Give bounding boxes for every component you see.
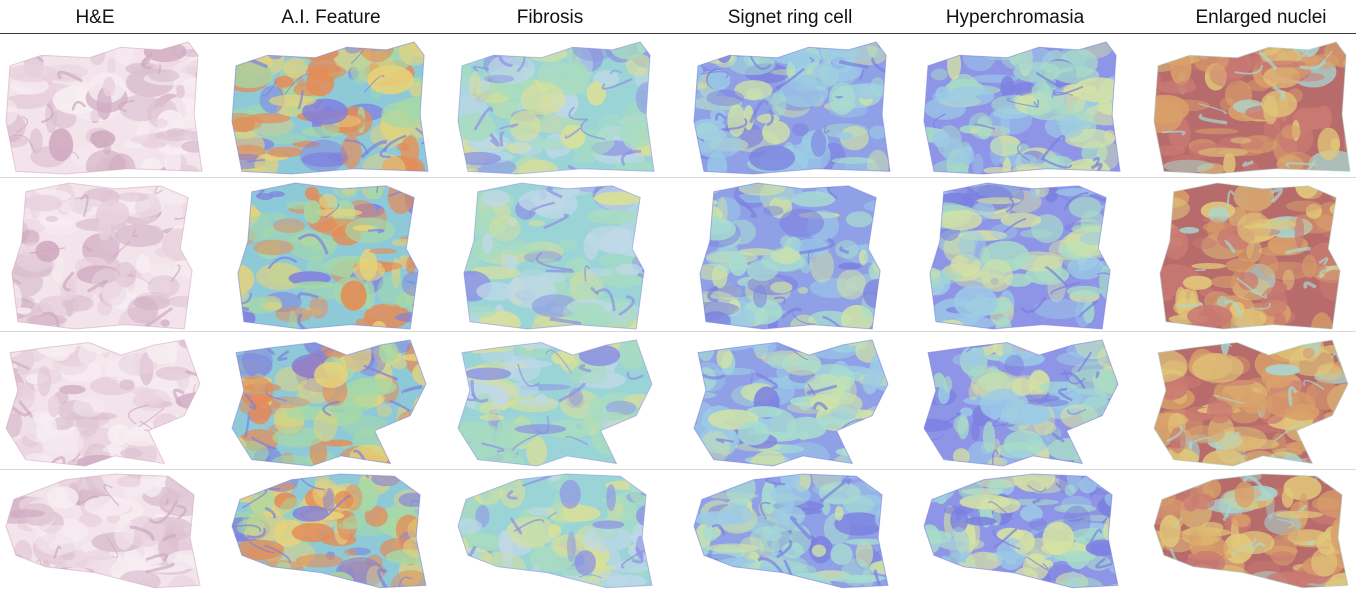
tissue-heatmap-tile — [5, 473, 201, 589]
tissue-outline — [5, 41, 203, 175]
tissue-outline — [1153, 339, 1349, 467]
tissue-silhouette — [463, 183, 645, 329]
tissue-outline — [5, 473, 201, 589]
tissue-silhouette — [237, 183, 419, 329]
tissue-heatmap-tile — [237, 182, 419, 330]
tissue-outline — [923, 41, 1121, 175]
tissue-outline — [1159, 182, 1341, 330]
tissue-heatmap-tile — [923, 473, 1119, 589]
tissue-silhouette — [924, 474, 1118, 588]
tissue-heatmap-tile — [699, 182, 881, 330]
tissue-heatmap-tile — [1153, 473, 1349, 589]
tissue-heatmap-tile — [693, 41, 891, 175]
tissue-heatmap-tile — [457, 339, 653, 467]
tissue-heatmap-tile — [5, 41, 203, 175]
tissue-outline — [5, 339, 201, 467]
tissue-heatmap-tile — [457, 473, 653, 589]
tissue-heatmap-tile — [929, 182, 1111, 330]
tissue-heatmap-tile — [231, 41, 429, 175]
tissue-silhouette — [1154, 340, 1348, 466]
column-header-hyperchromasia: Hyperchromasia — [945, 7, 1085, 28]
tissue-outline — [923, 473, 1119, 589]
tissue-heatmap-tile — [1153, 339, 1349, 467]
tissue-silhouette — [1154, 474, 1348, 588]
column-header-fibrosis: Fibrosis — [516, 7, 584, 28]
tissue-outline — [463, 182, 645, 330]
tissue-outline — [693, 339, 889, 467]
tissue-silhouette — [1154, 42, 1350, 174]
tissue-heatmap-tile — [231, 473, 427, 589]
tissue-heatmap-tile — [923, 339, 1119, 467]
tissue-heatmap-tile — [693, 473, 889, 589]
column-header-he: H&E — [75, 7, 115, 28]
tissue-outline — [457, 339, 653, 467]
tissue-silhouette — [924, 42, 1120, 174]
tissue-outline — [237, 182, 419, 330]
tissue-silhouette — [924, 340, 1118, 466]
tissue-heatmap-tile — [457, 41, 655, 175]
header-rule — [0, 33, 1356, 34]
tissue-silhouette — [929, 183, 1111, 329]
tissue-outline — [699, 182, 881, 330]
tissue-silhouette — [694, 340, 888, 466]
tissue-heatmap-tile — [923, 41, 1121, 175]
tissue-silhouette — [232, 42, 428, 174]
tissue-heatmap-tile — [11, 182, 193, 330]
tissue-heatmap-tile — [5, 339, 201, 467]
tissue-silhouette — [458, 474, 652, 588]
tissue-outline — [1153, 473, 1349, 589]
tissue-outline — [923, 339, 1119, 467]
tissue-heatmap-tile — [1159, 182, 1341, 330]
row-divider — [0, 331, 1356, 332]
tissue-outline — [693, 473, 889, 589]
tissue-heatmap-tile — [693, 339, 889, 467]
column-header-ai-feature: A.I. Feature — [281, 7, 381, 28]
tissue-outline — [929, 182, 1111, 330]
tissue-outline — [231, 473, 427, 589]
tissue-silhouette — [11, 183, 193, 329]
tissue-silhouette — [1159, 183, 1341, 329]
tissue-silhouette — [232, 340, 426, 466]
tissue-heatmap-tile — [231, 339, 427, 467]
tissue-outline — [693, 41, 891, 175]
column-header-enlarged-nuclei: Enlarged nuclei — [1195, 7, 1327, 28]
tissue-outline — [1153, 41, 1351, 175]
row-divider — [0, 469, 1356, 470]
tissue-silhouette — [6, 474, 200, 588]
tissue-outline — [231, 339, 427, 467]
tissue-silhouette — [699, 183, 881, 329]
row-divider — [0, 177, 1356, 178]
tissue-silhouette — [694, 42, 890, 174]
tissue-outline — [11, 182, 193, 330]
tissue-outline — [457, 41, 655, 175]
column-header-signet-ring-cell: Signet ring cell — [727, 7, 853, 28]
tissue-heatmap-tile — [1153, 41, 1351, 175]
tissue-heatmap-tile — [463, 182, 645, 330]
tissue-outline — [457, 473, 653, 589]
tissue-outline — [231, 41, 429, 175]
